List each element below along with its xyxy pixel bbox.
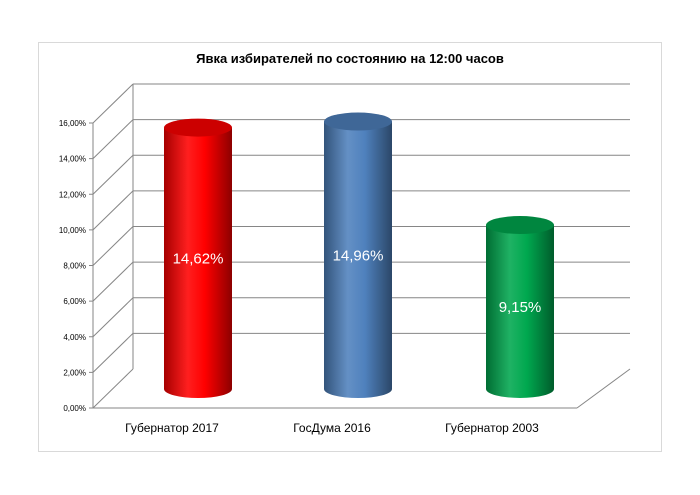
chart-title: Явка избирателей по состоянию на 12:00 ч…: [196, 51, 504, 66]
category-label: ГосДума 2016: [293, 421, 371, 435]
y-tick-label: 0,00%: [63, 404, 86, 413]
y-tick-label: 10,00%: [59, 226, 86, 235]
gridline-diagonal: [92, 368, 134, 409]
gridline-diagonal: [92, 119, 134, 159]
y-tick-label: 16,00%: [59, 119, 86, 128]
y-tick-label: 12,00%: [59, 190, 86, 199]
bar-body: [324, 121, 392, 399]
bar-body: [486, 225, 554, 398]
data-label: 14,96%: [333, 247, 384, 264]
y-tick-label: 6,00%: [63, 297, 86, 306]
y-tick-label: 4,00%: [63, 333, 86, 342]
gridline-diagonal: [92, 297, 134, 338]
bar-1: [164, 118, 232, 399]
bar-top: [164, 118, 232, 137]
floor-right-edge: [576, 368, 631, 409]
bar-2: [324, 112, 392, 399]
y-tick-label: 2,00%: [63, 368, 86, 377]
category-label: Губернатор 2017: [125, 421, 219, 435]
gridline-diagonal: [92, 190, 134, 231]
data-label: 9,15%: [499, 299, 542, 316]
gridline-diagonal: [92, 226, 134, 266]
data-label: 14,62%: [173, 250, 224, 267]
bar-body: [164, 127, 232, 399]
gridline-diagonal: [92, 261, 134, 302]
y-tick-label: 8,00%: [63, 262, 86, 271]
gridline-diagonal: [92, 83, 134, 124]
gridline-diagonal: [92, 333, 134, 373]
category-label: Губернатор 2003: [445, 421, 539, 435]
y-tick-label: 14,00%: [59, 155, 86, 164]
bar-3: [486, 216, 554, 398]
gridline-diagonal: [92, 154, 134, 195]
bar-top: [324, 112, 392, 131]
bar-top: [486, 216, 554, 235]
